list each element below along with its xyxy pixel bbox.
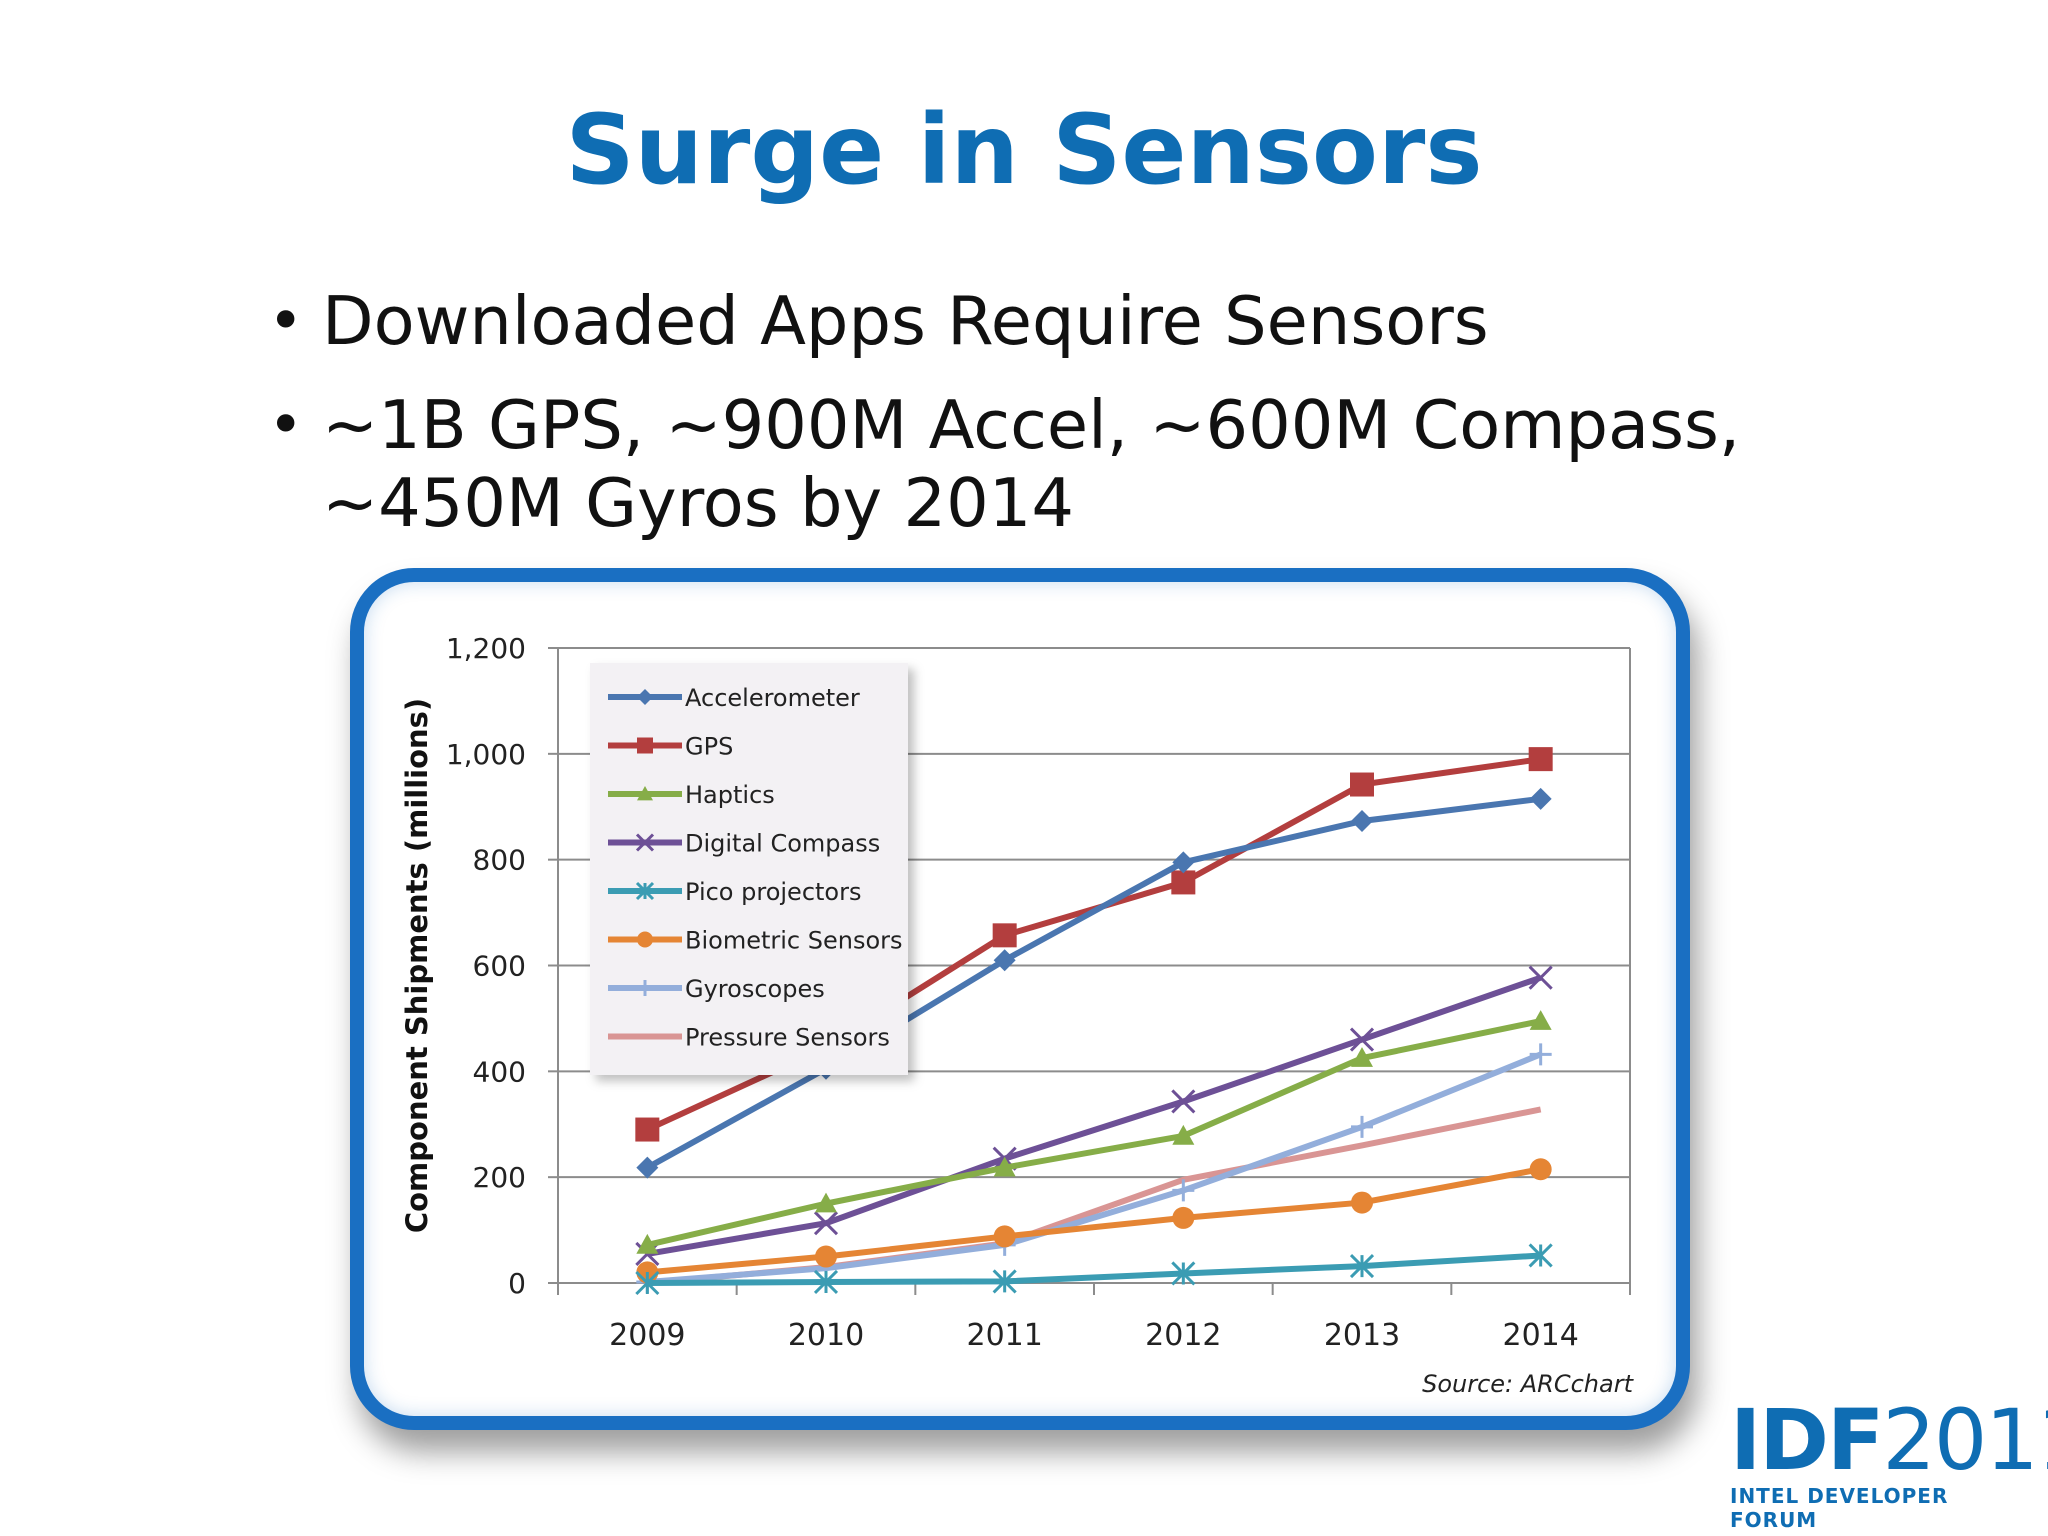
legend-label: Biometric Sensors [685, 927, 903, 955]
series-line [647, 1252, 1541, 1286]
point-marker [1349, 1254, 1375, 1279]
point-marker [1351, 1047, 1373, 1067]
legend-item: Pico projectors [608, 878, 861, 906]
legend-item: Pressure Sensors [608, 1024, 890, 1052]
legend-item: Gyroscopes [608, 975, 825, 1003]
point-marker [1529, 787, 1552, 810]
point-marker [637, 980, 653, 996]
bullet-dot: • [268, 390, 304, 460]
point-marker [636, 1233, 659, 1254]
point-marker [1350, 772, 1374, 797]
series-line [647, 1166, 1542, 1276]
series-haptics [636, 1010, 1552, 1254]
y-axis-title: Component Shipments (millions) [400, 698, 434, 1233]
legend-label: Gyroscopes [685, 975, 825, 1003]
point-marker [815, 1245, 837, 1268]
point-marker [1529, 1043, 1552, 1066]
point-marker [992, 1269, 1017, 1294]
point-marker [1172, 1179, 1195, 1202]
y-tick-label: 400 [473, 1055, 526, 1088]
legend-item: Biometric Sensors [608, 927, 903, 955]
idf-logo: IDF2011 INTEL DEVELOPER FORUM [1730, 1398, 2048, 1532]
chart-frame [350, 568, 1690, 1430]
y-tick-label: 1,000 [446, 738, 526, 771]
y-tick-label: 1,200 [446, 632, 526, 665]
legend-item: Digital Compass [608, 830, 880, 858]
bullet-item: • ~1B GPS, ~900M Accel, ~600M Compass, ~… [268, 386, 1828, 542]
point-marker [1529, 1158, 1552, 1181]
idf-logo-subtitle: INTEL DEVELOPER FORUM [1730, 1484, 1949, 1532]
legend-label: Pressure Sensors [685, 1024, 890, 1052]
point-marker [635, 833, 655, 852]
legend-label: GPS [685, 733, 733, 761]
point-marker [635, 1270, 660, 1296]
legend-item: GPS [608, 733, 733, 761]
series-line [645, 795, 1542, 1171]
point-marker [637, 931, 653, 948]
point-marker [815, 1192, 837, 1213]
legend-label: Haptics [685, 781, 775, 809]
x-tick-label: 2011 [966, 1318, 1042, 1353]
y-tick-label: 800 [473, 844, 526, 877]
series-gyroscopes [636, 1043, 1552, 1293]
bullet-list: • Downloaded Apps Require Sensors • ~1B … [268, 282, 1828, 568]
point-marker [637, 786, 653, 801]
legend-item: Haptics [608, 781, 775, 809]
bullet-text: Downloaded Apps Require Sensors [322, 282, 1489, 360]
idf-logo-mark: IDF2011 [1730, 1398, 2048, 1482]
point-marker [1171, 1261, 1196, 1286]
point-marker [813, 1269, 839, 1295]
point-marker [1528, 747, 1553, 772]
series-line [646, 974, 1542, 1257]
idf-logo-year: 2011 [1882, 1391, 2048, 1489]
legend-label: Digital Compass [685, 830, 880, 858]
bullet-text: ~1B GPS, ~900M Accel, ~600M Compass, ~45… [322, 386, 1741, 542]
legend-label: Accelerometer [685, 684, 860, 712]
point-marker [993, 1156, 1016, 1177]
point-marker [1172, 851, 1195, 874]
point-marker [635, 1241, 660, 1266]
point-marker [637, 737, 653, 754]
point-marker [993, 1225, 1016, 1248]
x-tick-label: 2012 [1145, 1318, 1221, 1353]
y-tick-label: 0 [508, 1267, 526, 1300]
series-line [646, 1018, 1542, 1248]
bullet-item: • Downloaded Apps Require Sensors [268, 282, 1828, 360]
x-tick-label: 2013 [1324, 1318, 1400, 1353]
point-marker [1349, 1027, 1375, 1052]
chart-source: Source: ARCchart [1422, 1370, 1635, 1398]
point-marker [636, 1156, 659, 1179]
legend-item: Accelerometer [608, 684, 860, 712]
point-marker [635, 1117, 660, 1142]
point-marker [1529, 1010, 1552, 1030]
point-marker [813, 1211, 839, 1236]
series-pico-projectors [635, 1243, 1553, 1296]
point-marker [993, 949, 1016, 972]
x-tick-label: 2014 [1502, 1318, 1578, 1353]
point-marker [1172, 1124, 1195, 1145]
x-tick-label: 2010 [788, 1318, 864, 1353]
slide-title: Surge in Sensors [565, 94, 1483, 206]
bullet-dot: • [268, 286, 304, 356]
x-tick-label: 2009 [609, 1318, 685, 1353]
point-marker [1528, 965, 1553, 990]
point-marker [1171, 1089, 1196, 1114]
point-marker [1172, 1206, 1195, 1229]
series-biometric-sensors [636, 1158, 1552, 1284]
series-line [647, 1051, 1542, 1285]
point-marker [1528, 1243, 1553, 1268]
point-marker [1351, 1115, 1373, 1138]
y-tick-label: 600 [473, 950, 526, 983]
point-marker [1351, 810, 1373, 833]
y-tick-label: 200 [473, 1161, 526, 1194]
point-marker [635, 881, 655, 901]
point-marker [1351, 1191, 1373, 1214]
legend-box [590, 663, 908, 1075]
idf-logo-prefix: IDF [1730, 1391, 1884, 1489]
legend-label: Pico projectors [685, 878, 861, 906]
point-marker [992, 923, 1017, 948]
point-marker [637, 689, 653, 705]
point-marker [1171, 870, 1196, 895]
